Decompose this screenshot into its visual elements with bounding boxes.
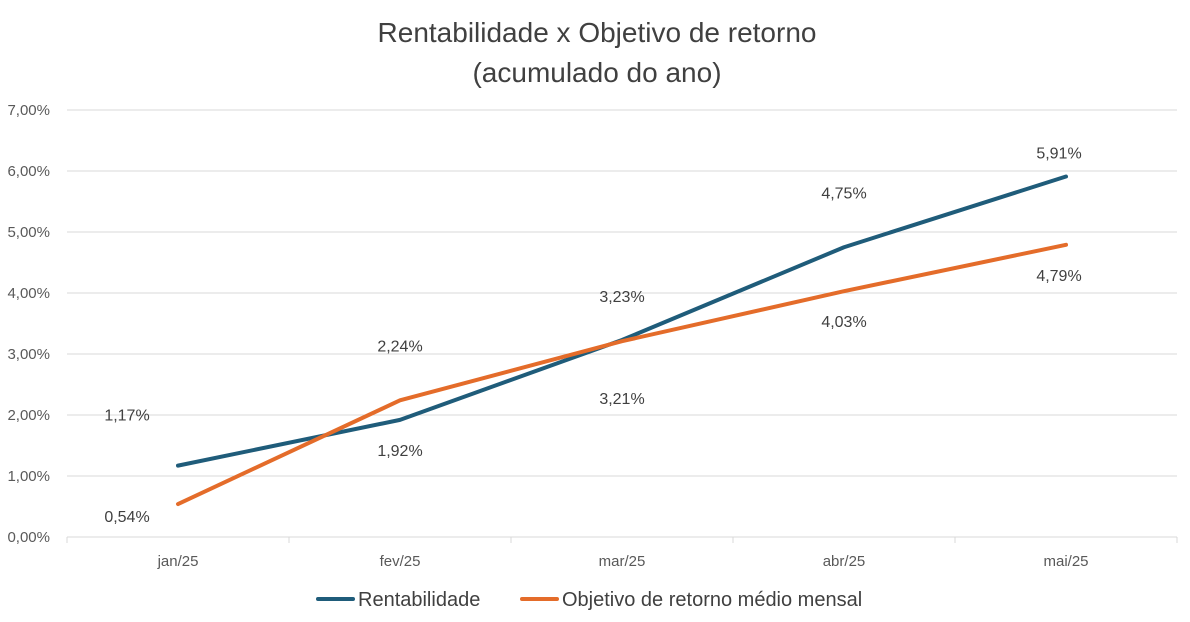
y-tick-label: 7,00% bbox=[7, 102, 50, 119]
y-tick-label: 5,00% bbox=[7, 224, 50, 241]
data-labels: 1,17% 1,92% 3,23% 4,75% 5,91% 0,54% 2,24% 3,21%… bbox=[104, 145, 1081, 526]
x-tick-label: mar/25 bbox=[599, 553, 646, 570]
legend-label: Objetivo de retorno médio mensal bbox=[562, 589, 862, 611]
x-tick-label: jan/25 bbox=[157, 553, 199, 570]
data-label: 4,03% bbox=[821, 314, 866, 331]
series-line-0 bbox=[176, 174, 1068, 468]
y-tick-label: 0,00% bbox=[7, 529, 50, 546]
y-tick-label: 4,00% bbox=[7, 285, 50, 302]
series-line-1 bbox=[176, 242, 1068, 507]
data-label: 4,75% bbox=[821, 185, 866, 202]
data-label: 1,92% bbox=[377, 443, 422, 460]
y-tick-label: 3,00% bbox=[7, 346, 50, 363]
y-tick-label: 6,00% bbox=[7, 163, 50, 180]
data-label: 4,79% bbox=[1036, 268, 1081, 285]
series-lines bbox=[176, 174, 1068, 507]
x-axis: jan/25 fev/25 mar/25 abr/25 mai/25 bbox=[66, 537, 1178, 570]
data-label: 3,23% bbox=[599, 289, 644, 306]
y-tick-label: 2,00% bbox=[7, 407, 50, 424]
x-tick-label: mai/25 bbox=[1043, 553, 1088, 570]
data-label: 5,91% bbox=[1036, 145, 1081, 162]
y-axis: 0,00% 1,00% 2,00% 3,00% 4,00% 5,00% 6,00% 7,00% bbox=[7, 102, 50, 546]
data-label: 0,54% bbox=[104, 509, 149, 526]
x-tick-label: abr/25 bbox=[823, 553, 866, 570]
y-tick-label: 1,00% bbox=[7, 468, 50, 485]
data-label: 1,17% bbox=[104, 408, 149, 425]
legend-label: Rentabilidade bbox=[358, 589, 480, 611]
chart-title: Rentabilidade x Objetivo de retorno bbox=[378, 17, 817, 48]
chart-subtitle: (acumulado do ano) bbox=[472, 57, 721, 88]
gridlines bbox=[67, 109, 1177, 538]
data-label: 3,21% bbox=[599, 391, 644, 408]
data-label: 2,24% bbox=[377, 338, 422, 355]
legend: Rentabilidade Objetivo de retorno médio m… bbox=[316, 589, 862, 611]
x-tick-label: fev/25 bbox=[380, 553, 421, 570]
